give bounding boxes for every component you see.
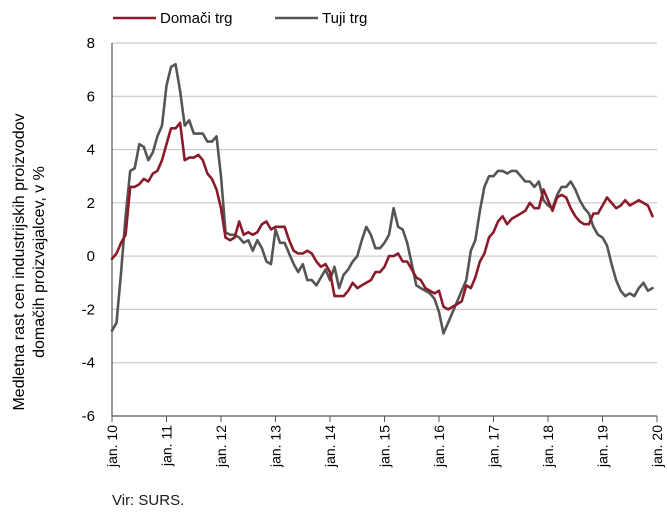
gridlines	[112, 42, 657, 417]
x-tick-label: jan. 17	[486, 425, 502, 468]
legend-label-domaci-trg: Domači trg	[160, 10, 233, 27]
source-note: Vir: SURS.	[112, 492, 185, 509]
legend: Domači trg Tuji trg	[113, 10, 367, 27]
x-tick-label: jan. 20	[649, 425, 665, 468]
y-tick-label: -2	[82, 301, 95, 318]
y-axis-title-line-2: domačih proizvajalcev, v %	[31, 166, 48, 358]
y-axis-title-line-1: Medletna rast cen industrijskih proizvod…	[11, 113, 28, 410]
plot-area	[110, 63, 654, 335]
y-tick-label: 2	[87, 195, 95, 212]
series-line-domaci-trg	[110, 121, 654, 311]
series-line-tuji-trg	[110, 63, 654, 335]
x-tick-label: jan. 18	[540, 425, 556, 468]
y-axis-title: Medletna rast cen industrijskih proizvod…	[11, 113, 48, 410]
x-tick-label: jan. 12	[213, 425, 229, 468]
y-tick-label: 8	[87, 35, 95, 52]
y-axis-ticks: 8 6 4 2 0 -2 -4 -6	[82, 35, 95, 425]
x-tick-label: jan. 15	[377, 425, 393, 468]
x-tick-label: jan. 16	[431, 425, 447, 468]
x-tick-label: jan. 19	[595, 425, 611, 468]
y-tick-label: -4	[82, 355, 95, 372]
x-axis: jan. 10 jan. 11 jan. 12 jan. 13 jan. 14 jan. …	[104, 43, 665, 468]
y-tick-label: -6	[82, 408, 95, 425]
x-tick-label: jan. 13	[268, 425, 284, 468]
legend-label-tuji-trg: Tuji trg	[322, 10, 367, 27]
y-tick-label: 4	[87, 142, 95, 159]
x-tick-label: jan. 14	[322, 425, 338, 468]
y-tick-label: 0	[87, 248, 95, 265]
y-tick-label: 6	[87, 88, 95, 105]
x-tick-label: jan. 11	[159, 425, 175, 467]
x-tick-label: jan. 10	[104, 425, 120, 468]
